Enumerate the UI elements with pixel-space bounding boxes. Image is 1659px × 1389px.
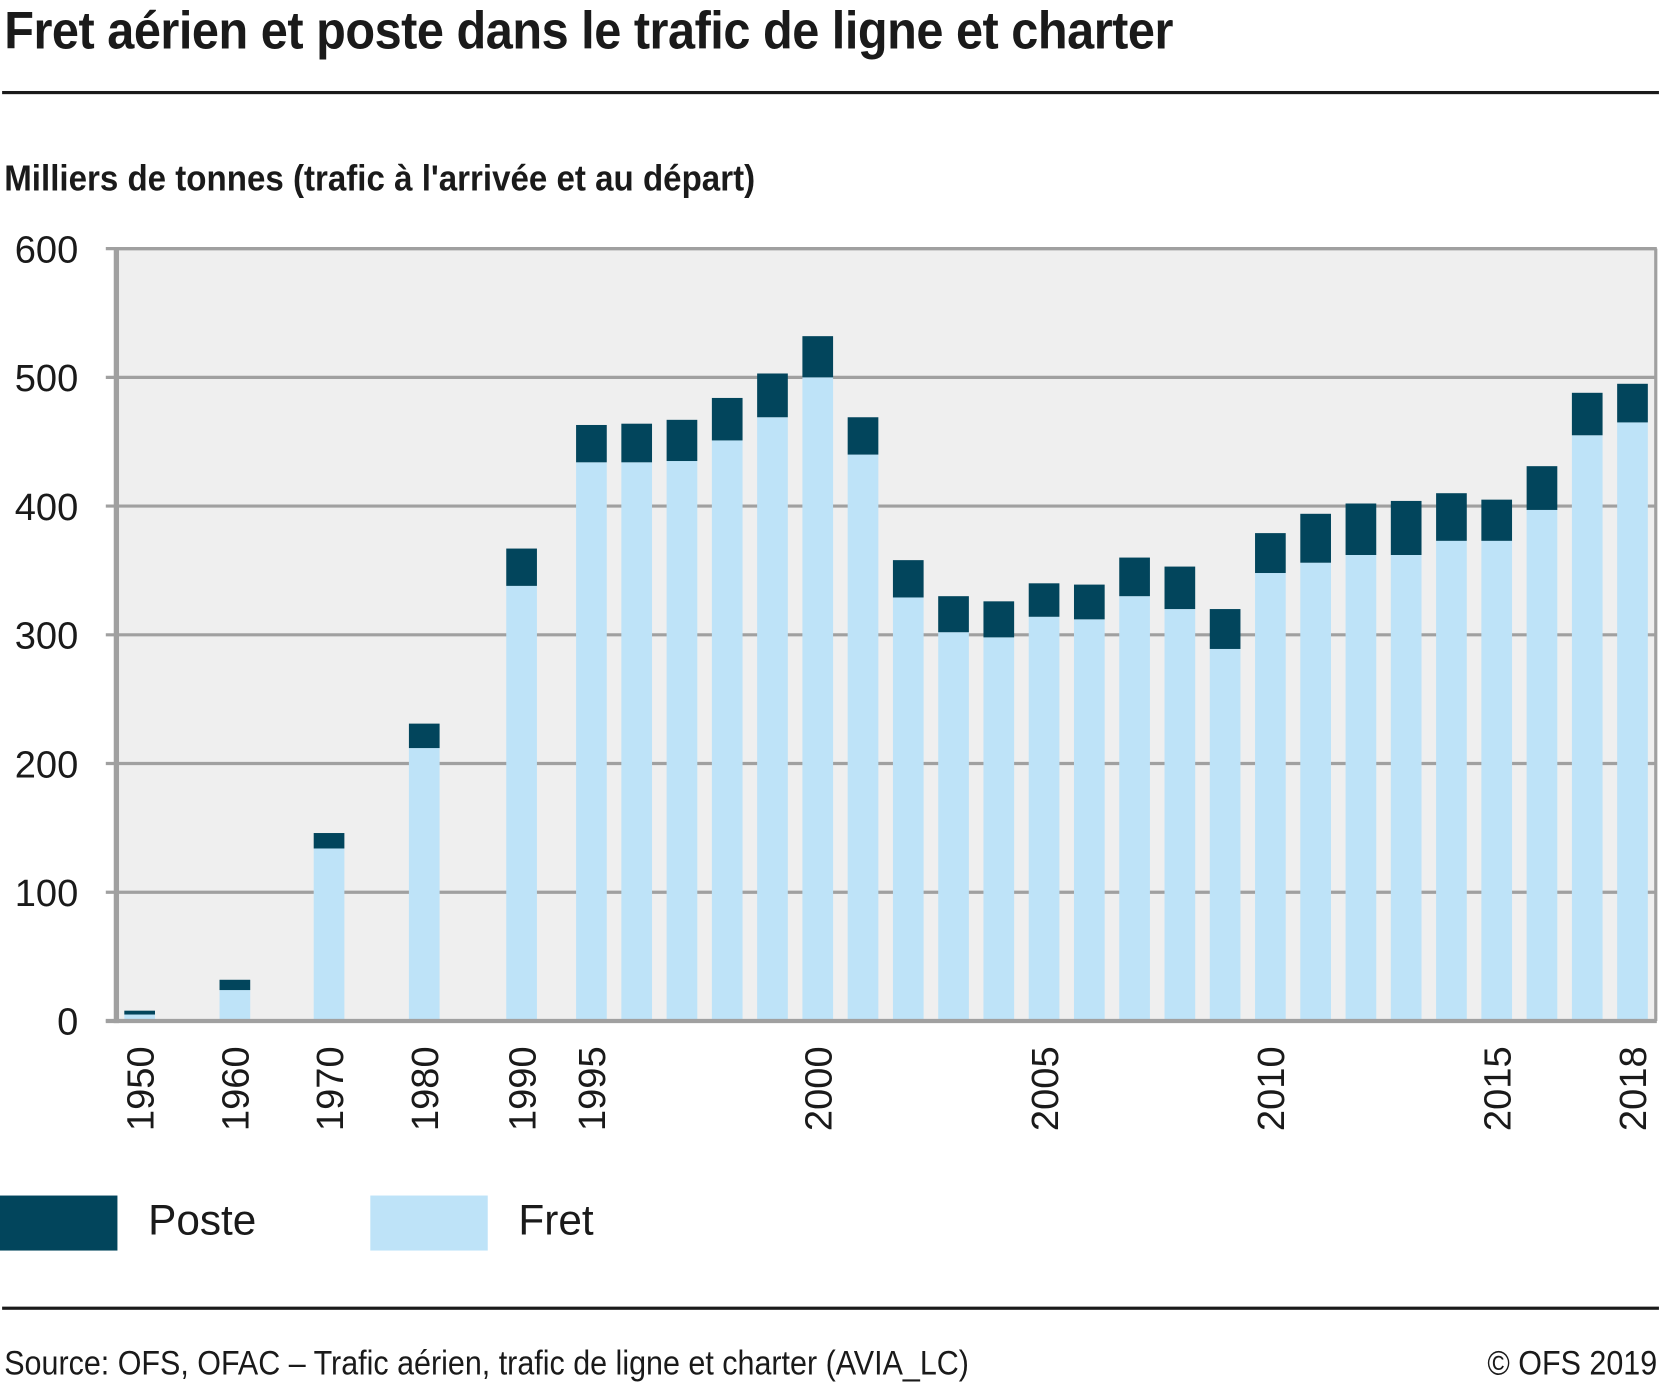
bar-poste-1998 — [711, 397, 743, 441]
bar-poste-2016 — [1526, 466, 1558, 510]
bar-poste-2010 — [1255, 533, 1286, 574]
bar-fret-2000 — [802, 377, 834, 1021]
bar-fret-2009 — [1209, 648, 1241, 1021]
bar-fret-1950 — [124, 1014, 155, 1021]
y-tick-label: 400 — [15, 487, 79, 529]
bar-poste-1999 — [757, 373, 788, 418]
legend-swatch-fret — [370, 1195, 488, 1251]
x-tick-label: 1950 — [120, 1046, 162, 1131]
bar-poste-2006 — [1073, 584, 1105, 620]
bar-fret-2013 — [1390, 554, 1422, 1021]
bar-fret-2018 — [1617, 422, 1648, 1021]
bar-poste-2007 — [1119, 557, 1150, 597]
bar-fret-2017 — [1571, 435, 1603, 1021]
y-tick-label: 300 — [15, 616, 79, 658]
legend-label-poste: Poste — [148, 1197, 257, 1245]
bar-poste-2018 — [1617, 383, 1648, 423]
x-tick-label: 2018 — [1613, 1046, 1655, 1131]
bar-fret-2001 — [847, 454, 879, 1021]
x-tick-label: 2000 — [798, 1046, 840, 1131]
legend-label-fret: Fret — [518, 1197, 594, 1245]
y-tick-label: 500 — [15, 358, 79, 400]
bar-fret-1996 — [621, 462, 653, 1021]
bar-fret-2008 — [1164, 609, 1196, 1021]
bar-poste-2005 — [1028, 583, 1060, 617]
x-tick-label: 1990 — [502, 1046, 544, 1131]
bar-poste-2015 — [1481, 499, 1513, 541]
x-tick-label: 2010 — [1251, 1046, 1293, 1131]
bar-poste-2004 — [983, 601, 1015, 638]
bar-poste-1995 — [576, 424, 607, 463]
bar-fret-2006 — [1073, 619, 1105, 1021]
bar-fret-1990 — [506, 585, 537, 1021]
y-tick-label: 0 — [57, 1002, 78, 1044]
bar-poste-1960 — [219, 979, 251, 991]
bar-poste-2017 — [1571, 392, 1603, 436]
bar-poste-1997 — [666, 419, 698, 462]
y-tick-label: 600 — [15, 229, 79, 271]
bar-fret-1960 — [219, 990, 251, 1021]
bar-fret-1998 — [711, 440, 743, 1021]
bar-fret-2007 — [1119, 596, 1150, 1021]
bar-fret-1997 — [666, 461, 698, 1021]
source-note: Source: OFS, OFAC – Trafic aérien, trafi… — [4, 1343, 969, 1382]
bar-poste-1980 — [408, 723, 440, 749]
bar-poste-2003 — [938, 596, 969, 633]
bar-poste-1996 — [621, 423, 653, 463]
y-tick-label: 200 — [15, 744, 79, 786]
footer-divider — [2, 1306, 1659, 1310]
bar-fret-2011 — [1300, 562, 1331, 1021]
bar-poste-2011 — [1300, 513, 1331, 563]
bar-fret-1999 — [757, 417, 788, 1021]
copyright-note: © OFS 2019 — [1487, 1343, 1657, 1382]
bar-fret-2014 — [1436, 540, 1467, 1021]
x-tick-label: 1960 — [216, 1046, 258, 1131]
bar-fret-2015 — [1481, 540, 1513, 1021]
bar-fret-2002 — [892, 597, 924, 1021]
bar-poste-2001 — [847, 417, 879, 455]
legend-swatch-poste — [0, 1195, 118, 1251]
bar-poste-2002 — [892, 560, 924, 598]
bar-fret-1970 — [313, 848, 345, 1021]
bar-chart: 0 100 200 300 400 500 600 1950 1960 1970 1980 1990… — [15, 229, 1658, 1131]
chart-title: Fret aérien et poste dans le trafic de l… — [4, 1, 1173, 61]
bar-poste-2009 — [1209, 609, 1241, 649]
bar-poste-2014 — [1436, 493, 1467, 541]
bar-fret-1995 — [576, 462, 607, 1021]
bar-fret-2004 — [983, 637, 1015, 1021]
x-tick-label: 2015 — [1477, 1046, 1519, 1131]
bar-fret-2003 — [938, 632, 969, 1021]
x-tick-label: 2005 — [1025, 1046, 1067, 1131]
bar-poste-1990 — [506, 548, 537, 586]
bar-poste-2012 — [1345, 503, 1377, 555]
bar-poste-2000 — [802, 336, 834, 378]
bar-fret-1980 — [408, 748, 440, 1021]
bar-poste-1950 — [124, 1010, 155, 1015]
y-axis-unit-label: Milliers de tonnes (trafic à l'arrivée e… — [4, 158, 756, 199]
bar-poste-2008 — [1164, 566, 1196, 610]
bar-fret-2005 — [1028, 616, 1060, 1021]
bar-fret-2016 — [1526, 509, 1558, 1021]
x-tick-label: 1995 — [572, 1046, 614, 1131]
bar-fret-2012 — [1345, 554, 1377, 1021]
bar-fret-2010 — [1255, 573, 1286, 1021]
y-tick-label: 100 — [15, 873, 79, 915]
bar-poste-2013 — [1390, 500, 1422, 555]
bar-poste-1970 — [313, 833, 345, 849]
x-tick-label: 1970 — [310, 1046, 352, 1131]
title-divider — [2, 90, 1659, 95]
x-tick-label: 1980 — [405, 1046, 447, 1131]
